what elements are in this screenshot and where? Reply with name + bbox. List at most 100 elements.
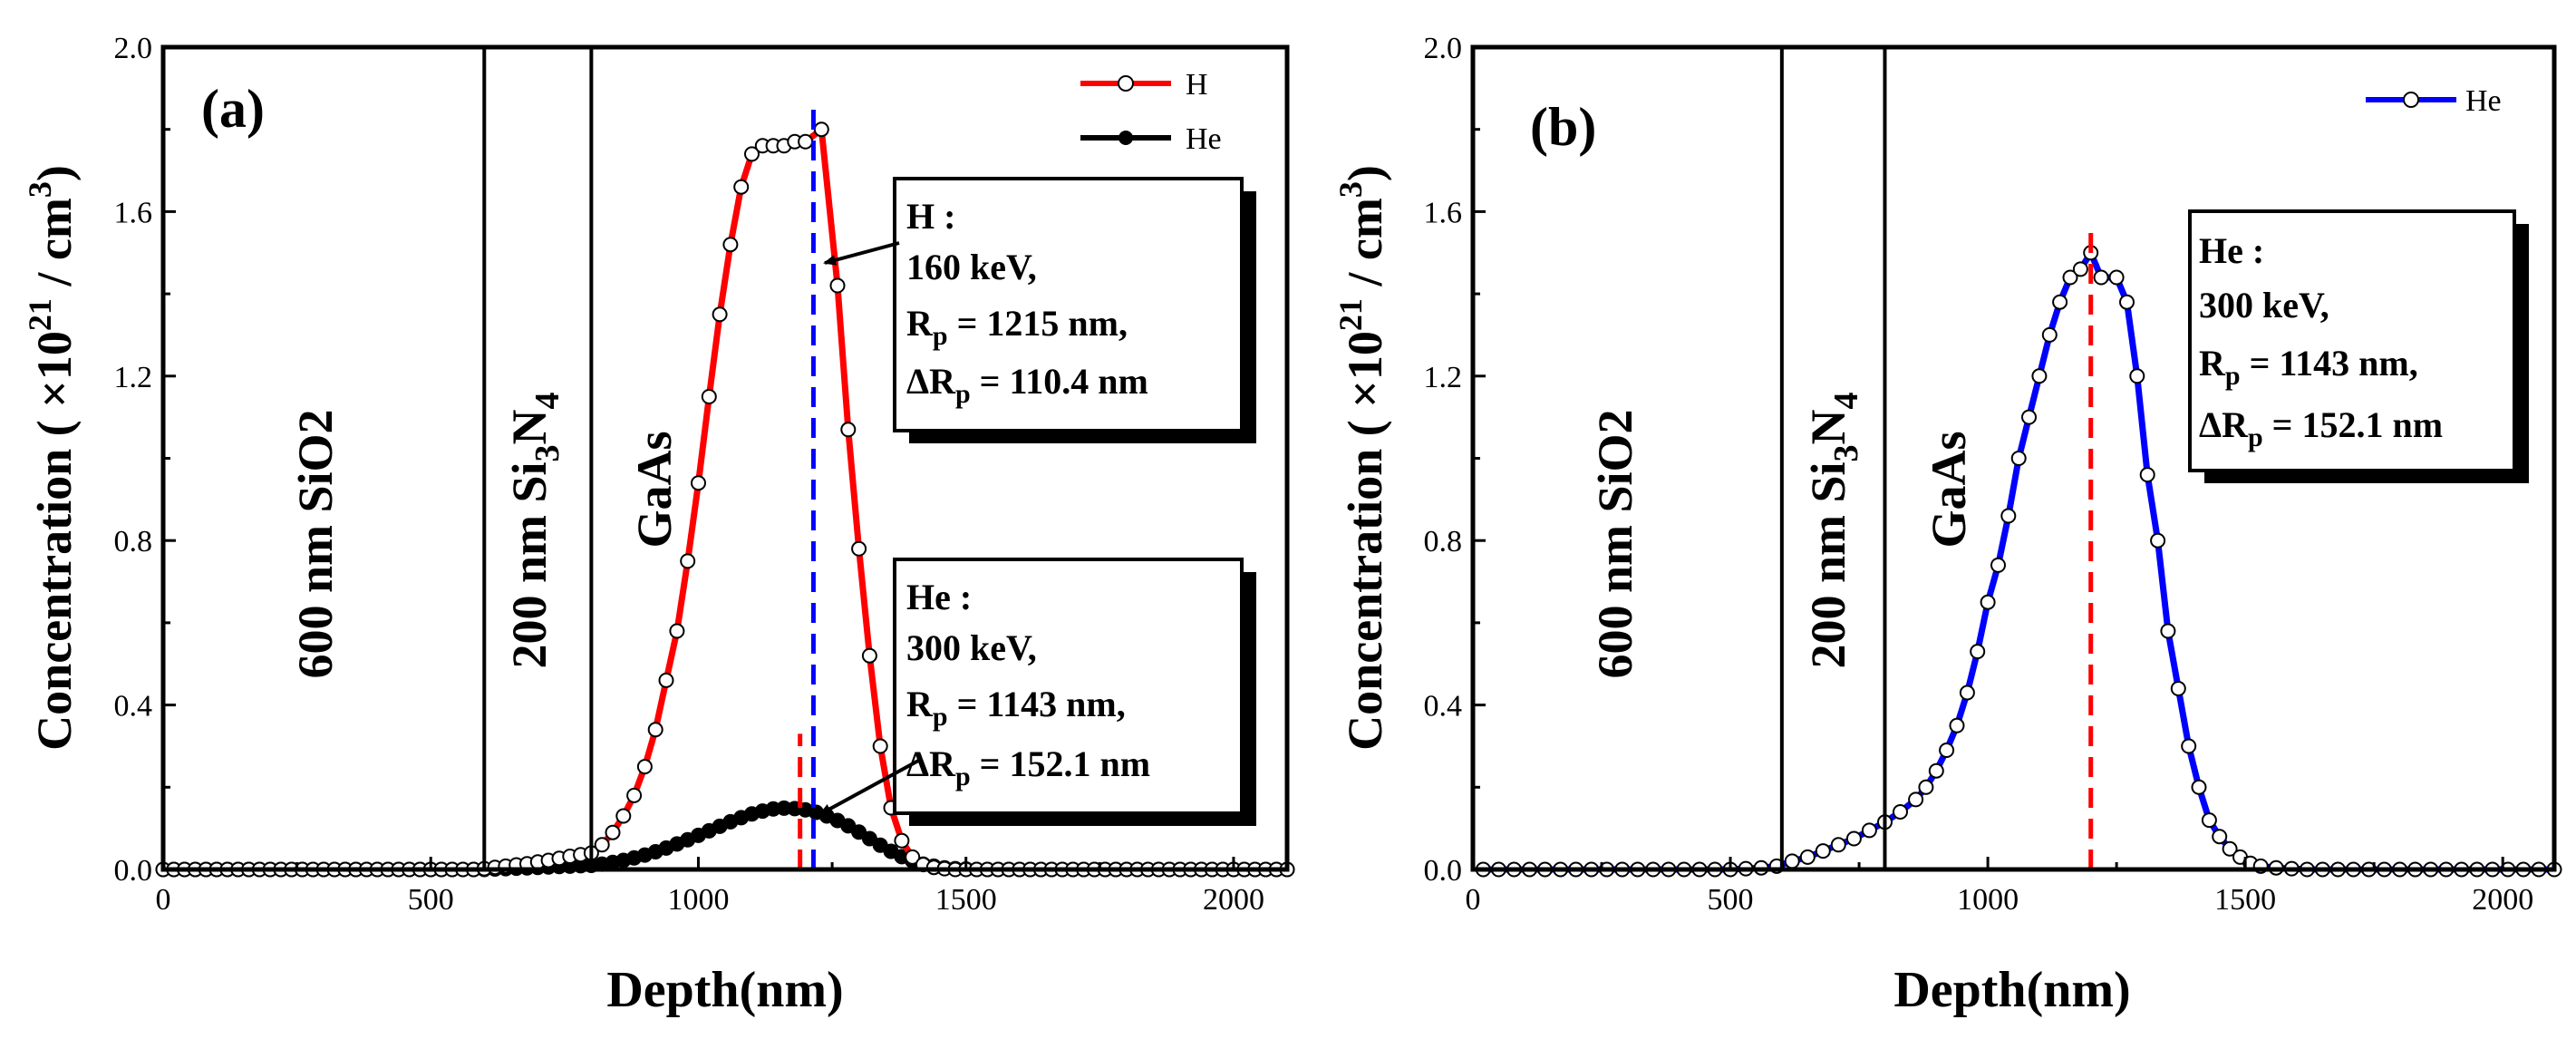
panel-b-series-he-point	[2222, 840, 2238, 857]
panel-b-series-he-point	[2072, 261, 2088, 277]
panel-a-annotation-h-box	[893, 177, 1244, 432]
panel-b-series-he-point	[1830, 837, 1846, 853]
panel-b-frame	[1470, 44, 2557, 872]
panel-a-legend-he-marker	[1119, 131, 1133, 145]
panel-a-annotation-he-line3: Rp = 1143 nm,	[906, 684, 1126, 732]
panel-b-y-tick-label: 1.2	[1424, 361, 1463, 394]
panel-b-series-he-point	[2139, 467, 2155, 483]
panel-b-series-he-point	[2021, 409, 2037, 425]
panel-a-layer-gaas: GaAs	[627, 431, 682, 548]
panel-a-label: (a)	[201, 79, 265, 139]
panel-a-series-h-point	[626, 787, 643, 803]
panel-b-x-label: Depth(nm)	[1893, 962, 2130, 1018]
panel-a-series-h-point	[872, 738, 888, 754]
panel-a-annotation-h-line1: H :	[906, 196, 955, 237]
panel-b-series-he-point	[2160, 623, 2176, 639]
panel-a-legend-he-label: He	[1186, 122, 1222, 156]
panel-a-series-h-point	[594, 837, 610, 853]
panel-b-y-tick-label: 0.4	[1424, 690, 1463, 723]
panel-b-x-tick-label: 1000	[1957, 883, 2019, 917]
panel-b-series-he-point	[1908, 791, 1924, 808]
panel-a-annotation-he-arrow	[818, 758, 921, 816]
panel-b-series-he-point	[2191, 779, 2207, 795]
panel-a-series-h-point	[851, 540, 867, 557]
panel-b-x-tick-label: 0	[1466, 883, 1481, 917]
panel-b-ticks: 0 500 1000 1500 2000 0.0 0.4 0.8 1.2 1.6 2.0	[1424, 32, 2534, 917]
panel-b-series-he-point	[2170, 681, 2186, 696]
panel-a-annotation-h-line4: ΔRp = 110.4 nm	[906, 361, 1148, 409]
panel-a-annotation-h: H : 160 keV, Rp = 1215 nm, ΔRp = 110.4 n…	[823, 177, 1256, 443]
panel-a-x-tick-label: 2000	[1203, 883, 1264, 917]
panel-a-series-h-point	[605, 824, 621, 840]
panel-b-annotation-he-box	[2188, 209, 2516, 472]
panel-a-x-tick-label: 1500	[935, 883, 997, 917]
panel-b-series-he-point	[2108, 269, 2125, 286]
panel-a-annotation-he-box	[893, 558, 1244, 815]
panel-a-series-h-point	[905, 849, 921, 865]
panel-b-x-tick-label: 2000	[2472, 883, 2533, 917]
panel-b-series-he-point	[2181, 738, 2197, 754]
panel-b-series-he-point	[2093, 269, 2109, 286]
panel-a-series-h-point	[840, 422, 857, 438]
panel-b-layer-gaas: GaAs	[1922, 431, 1976, 548]
panel-a-series-h-point	[647, 722, 663, 738]
panel-a-annotation-h-line3: Rp = 1215 nm,	[906, 303, 1128, 351]
panel-a-series-h-point	[894, 832, 910, 849]
panel-b-series-he-point	[2041, 326, 2058, 343]
panel-a-series-h-point	[669, 623, 685, 639]
panel-b-series-he-point	[1799, 849, 1816, 865]
panel-b-series-he-point	[1861, 822, 1877, 839]
panel-a-series-h-point	[658, 672, 674, 688]
panel-a-x-tick-label: 500	[408, 883, 454, 917]
panel-b-layer-lines	[1779, 47, 1887, 869]
panel-a-annotation-he: He : 300 keV, Rp = 1143 nm, ΔRp = 152.1 …	[818, 558, 1256, 826]
panel-b-series-he-point	[2031, 368, 2048, 384]
panel-b-series-he-point	[2201, 812, 2217, 829]
panel-a-frame	[160, 44, 1290, 872]
panel-b-legend-he-label: He	[2465, 84, 2502, 118]
panel-b-series-he-point	[1784, 853, 1800, 869]
panel-a-y-label: Concentration ( ×1021 / cm3)	[22, 165, 82, 751]
panel-b-legend: He	[2366, 84, 2502, 118]
panel-b-series-he-point	[2150, 532, 2166, 549]
panel-b-series-he-point	[1918, 779, 1934, 795]
panel-a-layer-lines	[482, 47, 594, 869]
panel-a-annotation-h-line2: 160 keV,	[906, 247, 1037, 287]
panel-a-series-h-point	[813, 121, 829, 138]
panel-a-series-h-point	[680, 553, 696, 569]
panel-b-series-he-point	[2010, 451, 2027, 466]
panel-b-annotation-he-line3: Rp = 1143 nm,	[2199, 343, 2418, 391]
panel-b-series-he-point	[1845, 830, 1862, 847]
panel-a-y-tick-label: 0.8	[114, 525, 153, 558]
panel-a-annotation-h-arrow	[823, 241, 900, 266]
panel-a-annotation-he-line1: He :	[906, 577, 972, 617]
panel-b-annotation-he-line2: 300 keV,	[2199, 285, 2329, 325]
panel-a-series-h-point	[798, 133, 814, 150]
panel-a-layer-si3n4: 200 nm Si3N4	[502, 392, 567, 668]
panel-b-series-he-point	[1939, 743, 1955, 758]
panel-b-series-he-point	[1980, 594, 1996, 610]
panel-b-series-he-point	[2062, 269, 2078, 286]
panel-b-series-he-point	[1815, 843, 1831, 859]
panel-b-series-he-point	[2119, 294, 2135, 310]
panel-b-series-he-point	[1959, 685, 1975, 701]
panel-a-x-tick-label: 1000	[667, 883, 729, 917]
panel-b-series-he-point	[1928, 762, 1944, 779]
panel-b-annotation-he-line1: He :	[2199, 230, 2264, 271]
panel-b-layer-si3n4: 200 nm Si3N4	[1801, 392, 1865, 668]
panel-b-y-tick-label: 2.0	[1424, 32, 1463, 65]
panel-a-series-h-point	[691, 475, 706, 491]
panel-b-series-he-point	[2052, 294, 2068, 310]
panel-a-series-h-point	[861, 647, 877, 664]
panel-b-annotation-he-line4: ΔRp = 152.1 nm	[2199, 404, 2443, 452]
panel-a-series-h-point	[722, 237, 739, 253]
panel-a-y-tick-label: 0.0	[114, 854, 153, 888]
panel-a-y-tick-label: 1.2	[114, 361, 153, 394]
panel-a-legend-h-label: H	[1186, 68, 1208, 102]
panel-b-y-tick-label: 0.8	[1424, 525, 1463, 558]
panel-a-x-label: Depth(nm)	[606, 962, 843, 1018]
panel-b-annotation-he: He : 300 keV, Rp = 1143 nm, ΔRp = 152.1 …	[2188, 209, 2529, 483]
panel-b-series-he-point	[2212, 829, 2228, 845]
panel-a-series-h-point	[636, 759, 653, 775]
